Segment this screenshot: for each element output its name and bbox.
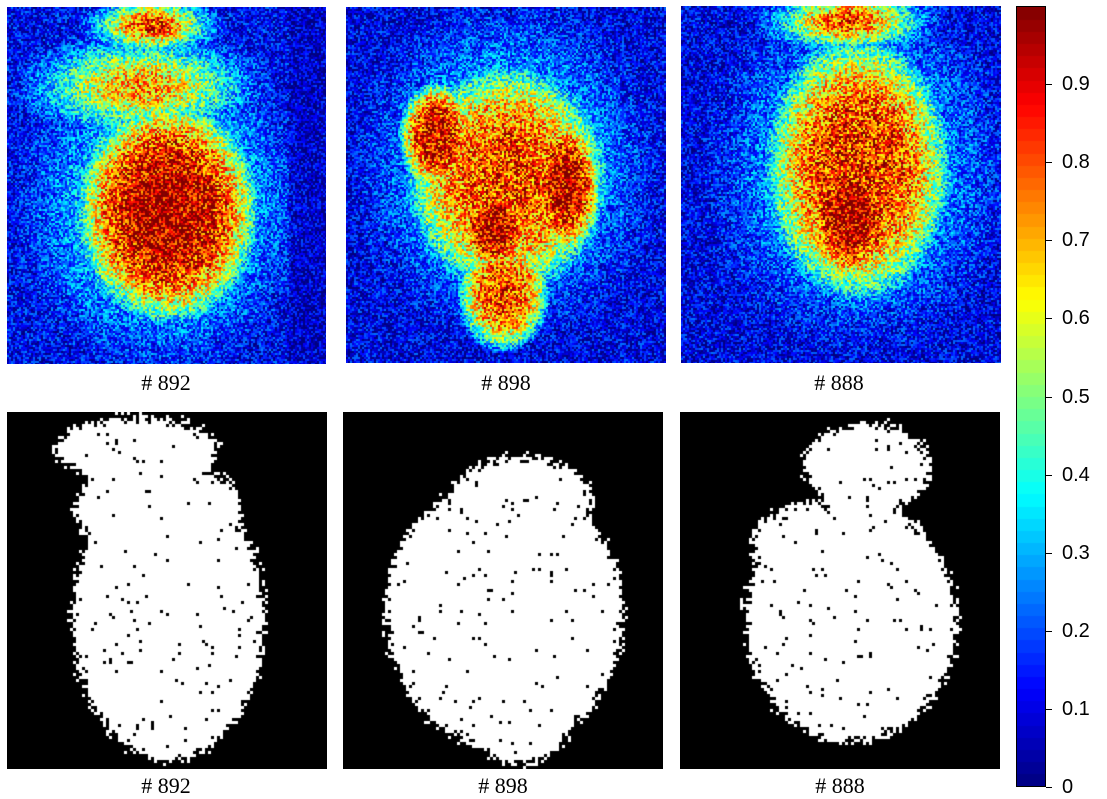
colorbar-gradient — [1017, 7, 1045, 786]
colorbar-tick — [1046, 552, 1052, 554]
colorbar-tick — [1046, 630, 1052, 632]
colorbar-tick-label: 0.5 — [1062, 385, 1090, 408]
colorbar-tick-label: 0.4 — [1062, 463, 1090, 486]
heatmap-panel-888 — [681, 6, 1001, 363]
binary-mask-888 — [680, 412, 1000, 769]
binary-panel-898 — [343, 412, 663, 769]
heatmap-caption-898: # 898 — [481, 370, 531, 395]
colorbar-tick — [1046, 240, 1052, 242]
colorbar-tick-label: 0.1 — [1062, 697, 1090, 720]
binary-mask-898 — [343, 412, 663, 769]
colorbar-tick-label: 0.7 — [1062, 229, 1090, 252]
heatmap-caption-888: # 888 — [814, 370, 864, 395]
colorbar-tick-label: 0.9 — [1062, 73, 1090, 96]
colorbar-tick-label: 0 — [1062, 776, 1074, 798]
heatmap-panel-892 — [7, 7, 326, 364]
colorbar-tick — [1046, 787, 1052, 788]
colorbar-tick — [1046, 318, 1052, 320]
colorbar-tick — [1046, 474, 1052, 476]
colorbar — [1016, 6, 1046, 787]
colorbar-tick — [1046, 162, 1052, 164]
binary-caption-888: # 888 — [815, 773, 865, 798]
colorbar-tick-label: 0.3 — [1062, 541, 1090, 564]
binary-caption-892: # 892 — [141, 773, 191, 798]
colorbar-tick-label: 0.2 — [1062, 619, 1090, 642]
binary-panel-892 — [7, 412, 327, 769]
binary-caption-898: # 898 — [478, 773, 528, 798]
heatmap-image-892 — [7, 7, 326, 364]
heatmap-image-898 — [346, 7, 666, 363]
colorbar-tick-label: 0.6 — [1062, 307, 1090, 330]
colorbar-tick — [1046, 396, 1052, 398]
heatmap-caption-892: # 892 — [141, 370, 191, 395]
colorbar-tick-label: 0.8 — [1062, 151, 1090, 174]
binary-panel-888 — [680, 412, 1000, 769]
colorbar-tick — [1046, 84, 1052, 86]
heatmap-image-888 — [681, 6, 1001, 363]
binary-mask-892 — [7, 412, 327, 769]
colorbar-tick — [1046, 708, 1052, 710]
heatmap-panel-898 — [346, 7, 666, 363]
